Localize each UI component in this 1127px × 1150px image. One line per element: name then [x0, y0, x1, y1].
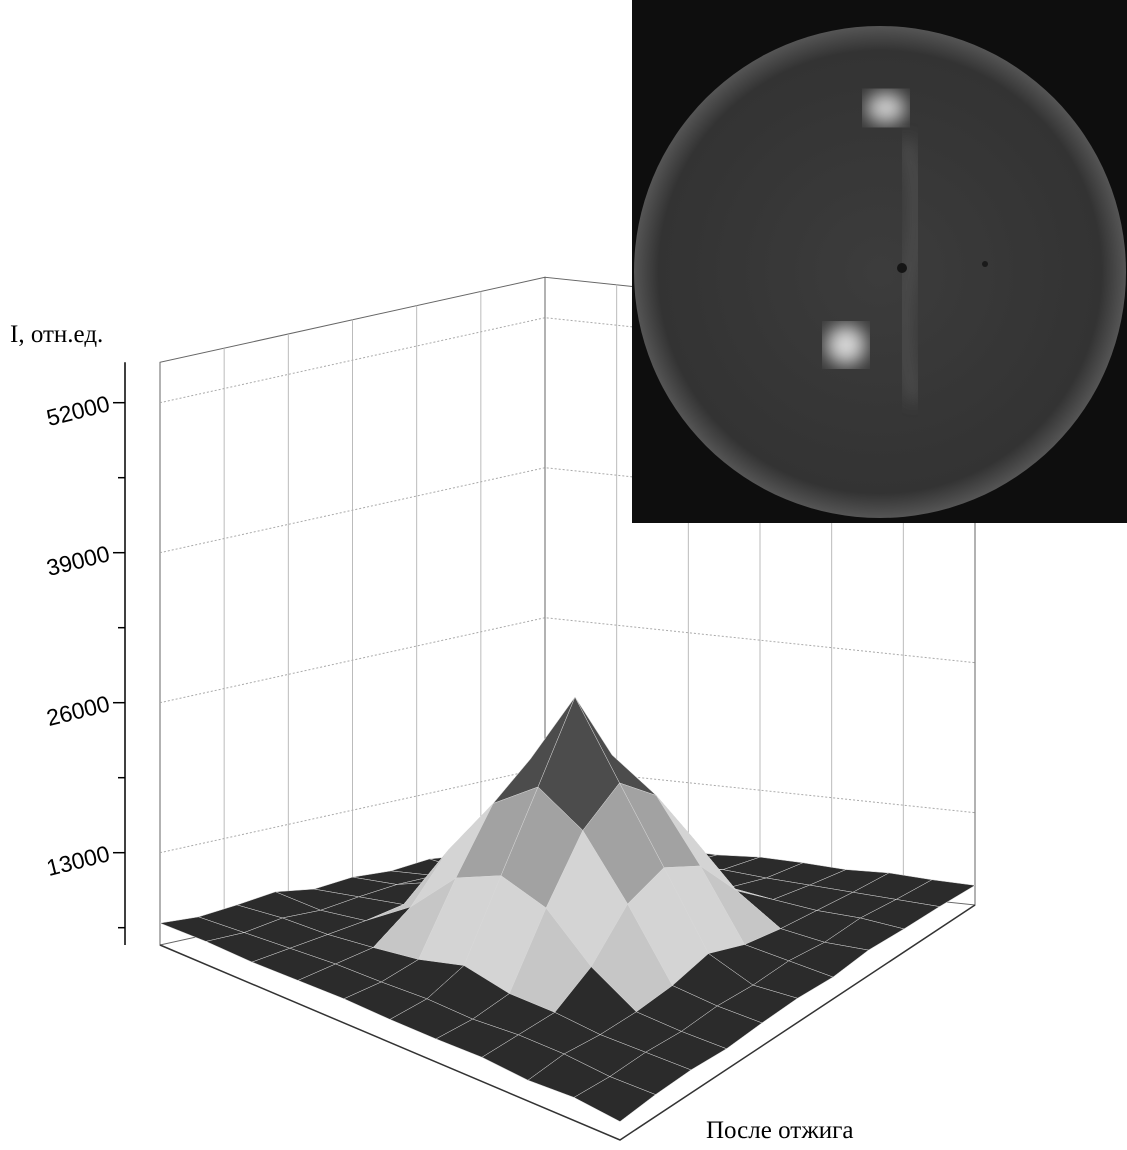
z-axis-label: I, отн.ед. — [10, 321, 103, 348]
annotation: После отжига — [706, 1117, 854, 1144]
inset-dot — [982, 261, 988, 267]
z-tick-label: 39000 — [44, 540, 112, 581]
inset-spot — [866, 92, 906, 124]
z-tick-label: 13000 — [44, 840, 112, 881]
inset-image — [632, 0, 1127, 523]
z-tick-label: 52000 — [44, 390, 112, 431]
inset-dot — [897, 263, 907, 273]
z-axis: 13000 26000 39000 52000 — [44, 362, 125, 945]
z-tick-label: 26000 — [44, 690, 112, 731]
inset-spot — [826, 325, 866, 365]
chart: 13000 26000 39000 52000 I, отн.ед. После от… — [0, 0, 1127, 1150]
